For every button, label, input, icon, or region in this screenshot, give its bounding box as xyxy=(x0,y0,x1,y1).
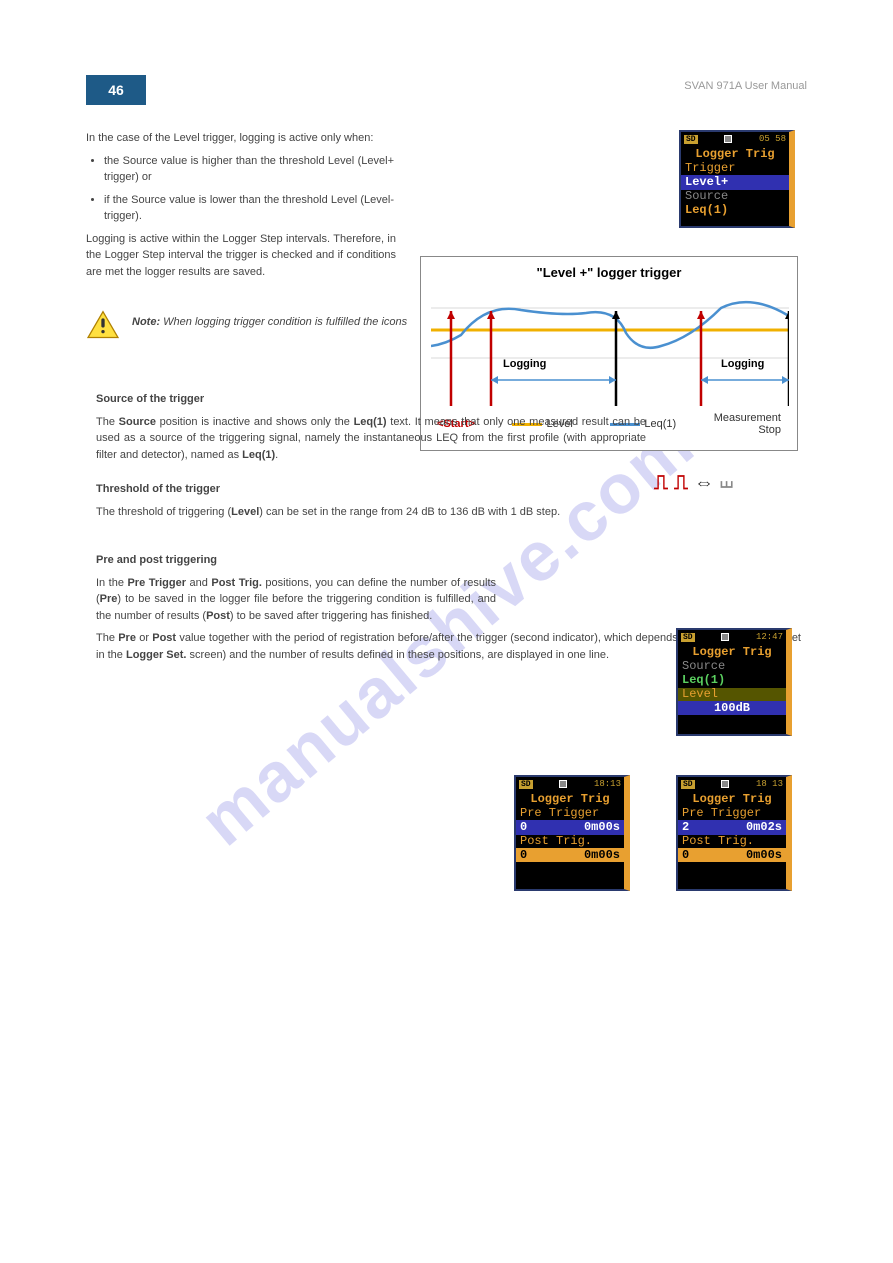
threshold-paragraph: The threshold of triggering (Level) can … xyxy=(96,504,646,521)
warning-icon xyxy=(86,310,120,345)
source-paragraph: The Source position is inactive and show… xyxy=(96,414,646,464)
device-label-posttrig: Post Trig. xyxy=(516,835,624,848)
level-minus-bullet: if the Source value is lower than the th… xyxy=(104,192,394,225)
logging-active-paragraph: Logging is active within the Logger Step… xyxy=(86,231,396,281)
level-plus-bullet: the Source value is higher than the thre… xyxy=(104,153,394,186)
device-value-pretrigger: 20m02s xyxy=(678,820,786,834)
note-text: When logging trigger condition is fulfil… xyxy=(163,316,407,328)
trigger-icons-row: ⎍ ⎍ ⇔ ⏙ xyxy=(654,472,733,495)
double-arrow-icon: ⇔ xyxy=(694,472,714,495)
source-heading: Source of the trigger xyxy=(96,391,806,408)
device-title: Logger Trig xyxy=(516,791,624,807)
device-label-pretrigger: Pre Trigger xyxy=(516,807,624,820)
device-label-pretrigger: Pre Trigger xyxy=(678,807,786,820)
page-number-badge: 46 xyxy=(86,75,146,105)
device-time: 12:47 xyxy=(756,632,783,642)
device-label-source: Source xyxy=(678,660,786,673)
sd-icon: SD xyxy=(681,633,695,642)
waveform-icon: ⏙ xyxy=(720,472,733,495)
stop-icon xyxy=(721,633,729,641)
device-time: 18:13 xyxy=(594,779,621,789)
level-trigger-intro: In the case of the Level trigger, loggin… xyxy=(86,130,396,147)
device-value-pretrigger: 00m00s xyxy=(516,820,624,834)
device-label-level: Level xyxy=(678,688,786,701)
prepost-heading: Pre and post triggering xyxy=(96,552,806,569)
device-title: Logger Trig xyxy=(678,644,786,660)
device-value-source: Leq(1) xyxy=(678,673,786,687)
device-screen-prepost-zero: SD 18:13 Logger Trig Pre Trigger 00m00s P… xyxy=(514,775,630,891)
pulse-up-icon: ⎍ xyxy=(654,472,668,495)
header-manual-title: SVAN 971A User Manual xyxy=(684,80,807,92)
device-title: Logger Trig xyxy=(678,791,786,807)
device-value-posttrig: 00m00s xyxy=(678,848,786,862)
device-screen-level: SD12:47 Logger Trig Source Leq(1) Level … xyxy=(676,628,792,736)
pulse-down-icon: ⎍ xyxy=(674,472,688,495)
device-value-level: 100dB xyxy=(678,701,786,715)
sd-icon: SD xyxy=(519,780,533,789)
stop-icon xyxy=(559,780,567,788)
device-time: 18 13 xyxy=(756,779,783,789)
sd-icon: SD xyxy=(681,780,695,789)
device-label-posttrig: Post Trig. xyxy=(678,835,786,848)
stop-icon xyxy=(721,780,729,788)
device-screen-prepost-two: SD 18 13 Logger Trig Pre Trigger 20m02s P… xyxy=(676,775,792,891)
note-label: Note: xyxy=(132,316,160,328)
note-row: Note: When logging trigger condition is … xyxy=(86,310,806,345)
prepost-paragraph-1: In the Pre Trigger and Post Trig. positi… xyxy=(96,575,496,625)
device-value-posttrig: 00m00s xyxy=(516,848,624,862)
